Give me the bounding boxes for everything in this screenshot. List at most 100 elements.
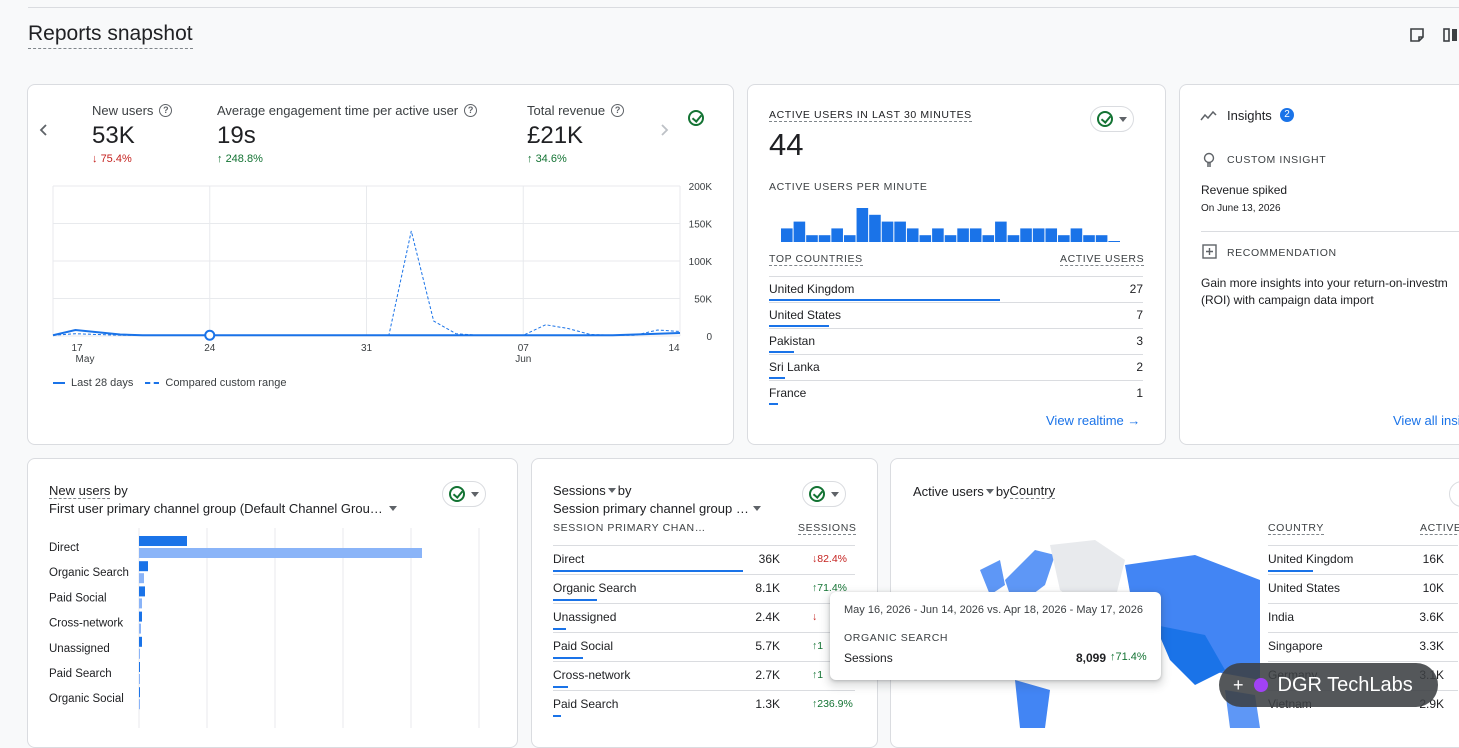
data-quality-check-icon[interactable] <box>688 110 704 126</box>
country-name[interactable]: France <box>769 386 807 400</box>
current-bar[interactable] <box>139 586 145 597</box>
current-bar[interactable] <box>139 536 187 546</box>
session-value: 2.7K <box>755 668 780 682</box>
session-value: 1.3K <box>755 697 780 711</box>
compare-bar[interactable] <box>139 648 140 659</box>
current-bar[interactable] <box>139 611 142 622</box>
new-users-bar-chart[interactable]: Direct Organic Search Paid Social Cross-net… <box>40 528 500 728</box>
minute-bar[interactable] <box>1020 228 1032 242</box>
session-share-bar <box>553 570 743 572</box>
country-name[interactable]: Sri Lanka <box>769 360 820 374</box>
x-tick-day: 17 <box>71 343 83 354</box>
tooltip-range: May 16, 2026 - Jun 14, 2026 vs. Apr 18, … <box>844 604 1144 616</box>
caret-down-icon <box>1119 116 1127 122</box>
minute-bar[interactable] <box>881 221 894 242</box>
minute-bar[interactable] <box>1058 235 1070 242</box>
country-row-value: 16K <box>1422 552 1444 566</box>
minute-bar[interactable] <box>831 228 843 242</box>
compare-bar[interactable] <box>139 573 144 584</box>
minute-bar[interactable] <box>919 235 932 242</box>
country-name[interactable]: Pakistan <box>769 334 816 348</box>
country-row-name[interactable]: United Kingdom <box>1268 552 1354 566</box>
new-users-options-dropdown[interactable] <box>442 481 486 507</box>
minute-bar[interactable] <box>1095 235 1108 242</box>
minute-bar[interactable] <box>982 235 995 242</box>
country-row-name[interactable]: United States <box>1268 581 1341 595</box>
current-bar[interactable] <box>139 636 142 647</box>
session-dimension-selector[interactable]: Session primary channel group … <box>553 501 761 516</box>
minute-bar[interactable] <box>818 235 831 242</box>
minute-bar[interactable] <box>843 235 856 242</box>
current-bar[interactable] <box>139 662 140 672</box>
country-row-name[interactable]: Singapore <box>1268 639 1323 653</box>
minute-bar[interactable] <box>856 208 869 242</box>
dimension-selector[interactable]: First user primary channel group (Defaul… <box>49 501 397 516</box>
session-channel-name[interactable]: Paid Social <box>553 639 614 653</box>
country-row-name[interactable]: India <box>1268 610 1295 624</box>
minute-bar[interactable] <box>932 228 944 242</box>
session-value: 36K <box>758 552 780 566</box>
realtime-options-dropdown[interactable] <box>1090 106 1134 132</box>
sessions-col1-header: SESSION PRIMARY CHAN… <box>553 522 706 534</box>
minute-bar[interactable] <box>781 228 793 242</box>
metric-total-revenue[interactable]: Total revenue? £21K ↑ 34.6% <box>527 103 625 165</box>
minute-bar[interactable] <box>894 221 906 242</box>
sessions-options-dropdown[interactable] <box>802 481 846 507</box>
minute-bar[interactable] <box>806 235 818 242</box>
chevron-left-icon[interactable] <box>38 124 50 136</box>
current-bar[interactable] <box>139 687 140 698</box>
hover-point[interactable] <box>204 329 216 341</box>
minute-bar[interactable] <box>1045 228 1058 242</box>
compare-bar[interactable] <box>139 674 140 684</box>
compare-bar[interactable] <box>139 699 140 710</box>
minute-bar[interactable] <box>944 235 957 242</box>
minute-bar[interactable] <box>1108 241 1120 242</box>
minute-bar[interactable] <box>1032 228 1045 242</box>
comment-icon[interactable] <box>1408 26 1426 44</box>
country-name[interactable]: United Kingdom <box>769 282 855 296</box>
compare-bar[interactable] <box>139 623 141 634</box>
minute-bar[interactable] <box>1070 228 1083 242</box>
minute-bar[interactable] <box>1007 235 1020 242</box>
view-realtime-link[interactable]: View realtime → <box>1046 413 1141 428</box>
country-share-bar <box>769 299 1000 301</box>
compare-icon[interactable] <box>1442 26 1459 44</box>
help-icon[interactable]: ? <box>611 104 625 117</box>
minute-bar[interactable] <box>793 221 806 242</box>
session-channel-name[interactable]: Unassigned <box>553 610 617 624</box>
metric-engagement-time[interactable]: Average engagement time per active user?… <box>217 103 478 165</box>
custom-insight-title[interactable]: Revenue spiked <box>1201 183 1288 197</box>
legend-dashed-swatch <box>145 382 160 384</box>
x-tick-day: 24 <box>204 343 216 354</box>
minute-bar[interactable] <box>969 228 982 242</box>
metric-value: 53K <box>92 122 135 149</box>
view-all-insights-link[interactable]: View all insi <box>1393 413 1459 428</box>
compare-bar[interactable] <box>139 548 422 558</box>
session-channel-name[interactable]: Paid Search <box>553 697 619 711</box>
metric-change: ↑ 34.6% <box>527 153 567 165</box>
session-channel-name[interactable]: Organic Search <box>553 581 637 595</box>
custom-insight-date: On June 13, 2026 <box>1201 203 1281 214</box>
help-icon[interactable]: ? <box>159 104 173 117</box>
chevron-right-icon[interactable] <box>658 124 670 136</box>
dgr-techlabs-watermark: + DGR TechLabs <box>1219 663 1438 707</box>
caret-down-icon[interactable] <box>985 488 994 494</box>
row-divider <box>553 574 855 575</box>
caret-down-icon[interactable] <box>607 488 616 493</box>
minute-bar[interactable] <box>869 214 881 242</box>
country-name[interactable]: United States <box>769 308 842 322</box>
minute-bar[interactable] <box>1083 235 1095 242</box>
recommendation-text[interactable]: Gain more insights into your return-on-i… <box>1201 276 1448 307</box>
minute-bar[interactable] <box>906 228 919 242</box>
current-bar[interactable] <box>139 561 148 572</box>
minute-bar[interactable] <box>957 228 969 242</box>
session-channel-name[interactable]: Direct <box>553 552 585 566</box>
minute-bar[interactable] <box>995 221 1007 242</box>
metric-new-users[interactable]: New users? 53K ↓ 75.4% <box>92 103 173 165</box>
compare-bar[interactable] <box>139 598 142 609</box>
help-icon[interactable]: ? <box>464 104 478 117</box>
realtime-card <box>747 84 1166 445</box>
session-channel-name[interactable]: Cross-network <box>553 668 631 682</box>
per-minute-bar-chart[interactable] <box>780 200 1120 242</box>
